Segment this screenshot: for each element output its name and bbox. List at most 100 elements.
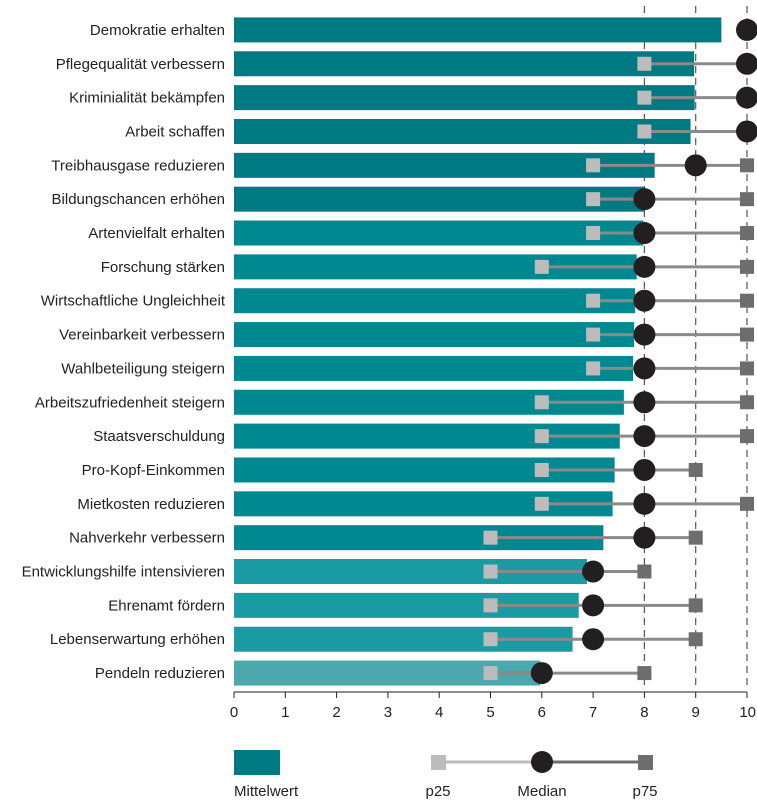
category-label-lebenserwartung-erhöhen: Lebenserwartung erhöhen [50, 631, 225, 648]
category-label-artenvielfalt-erhalten: Artenvielfalt erhalten [88, 225, 225, 242]
p75-marker-forschung-stärken [740, 259, 754, 274]
median-marker-arbeit-schaffen [736, 120, 757, 143]
p75-marker-mietkosten-reduzieren [740, 496, 754, 511]
median-marker-arbeitszufriedenheit-steigern [633, 391, 656, 414]
category-label-pendeln-reduzieren: Pendeln reduzieren [95, 665, 225, 682]
median-marker-pro-kopf-einkommen [633, 458, 656, 481]
legend-label-median: Median [517, 783, 566, 800]
category-labels: Demokratie erhalten Pflegequalität verbes… [22, 22, 226, 682]
category-label-mietkosten-reduzieren: Mietkosten reduzieren [77, 496, 225, 513]
p75-marker-ehrenamt-fördern [688, 598, 703, 613]
range-layer [483, 18, 757, 685]
p25-marker-arbeitszufriedenheit-steigern [534, 395, 549, 410]
median-marker-mietkosten-reduzieren [633, 492, 656, 515]
x-tick-label-9: 9 [692, 704, 700, 721]
x-tick-label-3: 3 [384, 704, 392, 721]
legend-p25-marker [431, 755, 446, 770]
p25-marker-wahlbeteiligung-steigern [586, 361, 601, 376]
category-label-entwicklungshilfe-intensivieren: Entwicklungshilfe intensivieren [22, 564, 225, 581]
x-tick-label-0: 0 [230, 704, 238, 721]
category-label-wahlbeteiligung-steigern: Wahlbeteiligung steigern [61, 360, 225, 377]
category-label-bildungschancen-erhöhen: Bildungschancen erhöhen [52, 191, 225, 208]
median-marker-nahverkehr-verbessern [633, 526, 656, 549]
category-label-wirtschaftliche-ungleichheit: Wirtschaftliche Ungleichheit [41, 293, 226, 310]
median-marker-bildungschancen-erhöhen [633, 188, 656, 211]
median-marker-kriminialität-bekämpfen [736, 86, 757, 109]
median-marker-vereinbarkeit-verbessern [633, 323, 656, 346]
bar-demokratie-erhalten [234, 17, 722, 43]
category-label-pro-kopf-einkommen: Pro-Kopf-Einkommen [82, 462, 225, 479]
x-tick-label-5: 5 [486, 704, 494, 721]
bar-kriminialität-bekämpfen [234, 85, 695, 111]
median-marker-lebenserwartung-erhöhen [582, 628, 605, 651]
p75-marker-pendeln-reduzieren [637, 666, 652, 681]
p75-marker-entwicklungshilfe-intensivieren [637, 564, 652, 579]
category-label-forschung-stärken: Forschung stärken [101, 259, 225, 276]
x-tick-label-2: 2 [332, 704, 340, 721]
median-marker-staatsverschuldung [633, 425, 656, 448]
bar-arbeit-schaffen [234, 118, 691, 144]
p75-marker-wahlbeteiligung-steigern [740, 361, 754, 376]
bar-treibhausgase-reduzieren [234, 152, 655, 178]
median-marker-artenvielfalt-erhalten [633, 222, 656, 245]
x-tick-label-10: 10 [739, 704, 756, 721]
legend-median-marker [531, 751, 553, 773]
bar-pflegequalität-verbessern [234, 51, 695, 77]
p25-marker-lebenserwartung-erhöhen [483, 632, 498, 647]
p75-marker-pro-kopf-einkommen [688, 462, 703, 477]
p75-marker-artenvielfalt-erhalten [740, 226, 754, 241]
p75-marker-staatsverschuldung [740, 429, 754, 444]
legend: Mittelwert p25 Median p75 [234, 750, 658, 800]
median-marker-treibhausgase-reduzieren [684, 154, 707, 177]
p25-marker-pflegequalität-verbessern [637, 56, 652, 71]
category-label-demokratie-erhalten: Demokratie erhalten [90, 22, 225, 39]
p75-marker-arbeitszufriedenheit-steigern [740, 395, 754, 410]
p25-marker-wirtschaftliche-ungleichheit [586, 293, 601, 308]
x-axis: 0 1 2 3 4 5 6 7 8 9 10 [230, 691, 756, 721]
median-marker-wahlbeteiligung-steigern [633, 357, 656, 380]
p25-marker-ehrenamt-fördern [483, 598, 498, 613]
bar-bildungschancen-erhöhen [234, 186, 645, 212]
median-marker-forschung-stärken [633, 255, 656, 278]
legend-label-mittelwert: Mittelwert [234, 783, 299, 800]
p25-marker-treibhausgase-reduzieren [586, 158, 601, 173]
p25-marker-staatsverschuldung [534, 429, 549, 444]
median-marker-ehrenamt-fördern [582, 594, 605, 617]
legend-label-p75: p75 [632, 783, 657, 800]
category-label-vereinbarkeit-verbessern: Vereinbarkeit verbessern [59, 327, 225, 344]
p75-marker-lebenserwartung-erhöhen [688, 632, 703, 647]
p25-marker-vereinbarkeit-verbessern [586, 327, 601, 342]
p75-marker-vereinbarkeit-verbessern [740, 327, 754, 342]
category-label-treibhausgase-reduzieren: Treibhausgase reduzieren [51, 157, 225, 174]
bars-layer [234, 17, 722, 686]
x-tick-label-6: 6 [538, 704, 546, 721]
p25-marker-nahverkehr-verbessern [483, 530, 498, 545]
median-marker-demokratie-erhalten [736, 18, 757, 41]
median-marker-wirtschaftliche-ungleichheit [633, 289, 656, 312]
p25-marker-artenvielfalt-erhalten [586, 226, 601, 241]
p75-marker-treibhausgase-reduzieren [740, 158, 754, 173]
bar-vereinbarkeit-verbessern [234, 322, 635, 348]
category-label-staatsverschuldung: Staatsverschuldung [93, 428, 225, 445]
x-tick-label-4: 4 [435, 704, 443, 721]
p75-marker-wirtschaftliche-ungleichheit [740, 293, 754, 308]
p25-marker-entwicklungshilfe-intensivieren [483, 564, 498, 579]
legend-p75-marker [638, 755, 653, 770]
bar-wirtschaftliche-ungleichheit [234, 288, 636, 314]
p25-marker-pendeln-reduzieren [483, 666, 498, 681]
p25-marker-forschung-stärken [534, 259, 549, 274]
median-marker-pendeln-reduzieren [530, 662, 553, 685]
category-label-ehrenamt-fördern: Ehrenamt fördern [108, 597, 225, 614]
p25-marker-kriminialität-bekämpfen [637, 90, 652, 105]
p25-marker-arbeit-schaffen [637, 124, 652, 139]
x-tick-label-7: 7 [589, 704, 597, 721]
legend-label-p25: p25 [425, 783, 450, 800]
median-marker-pflegequalität-verbessern [736, 52, 757, 75]
legend-bar-swatch [234, 750, 280, 775]
x-tick-label-8: 8 [640, 704, 648, 721]
p25-marker-bildungschancen-erhöhen [586, 192, 601, 207]
bar-wahlbeteiligung-steigern [234, 355, 634, 381]
p75-marker-bildungschancen-erhöhen [740, 192, 754, 207]
x-tick-label-1: 1 [281, 704, 289, 721]
